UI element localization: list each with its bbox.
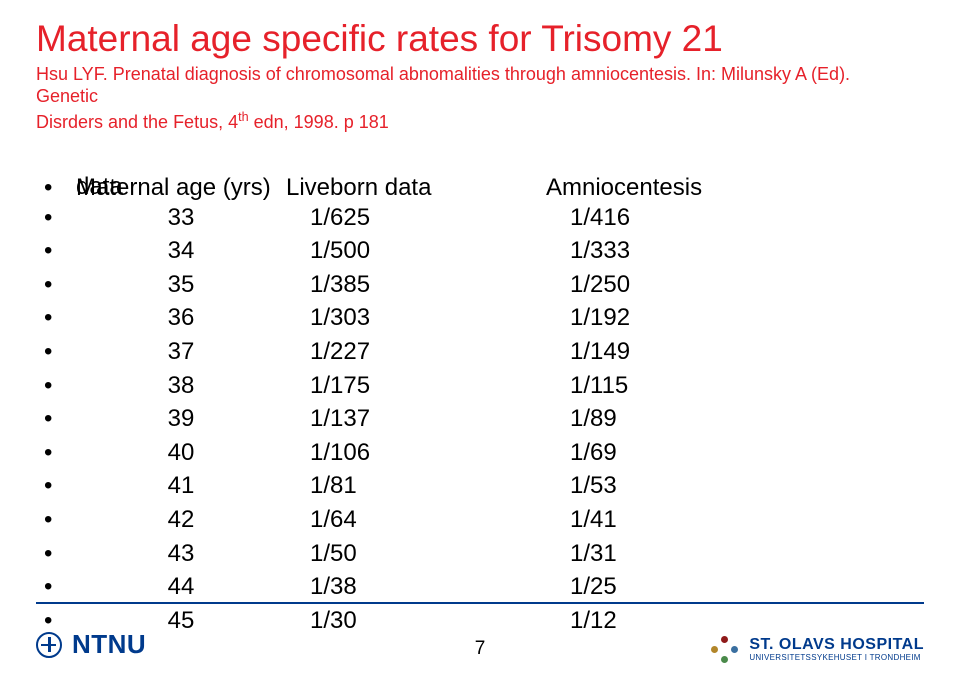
bullet-icon: • xyxy=(36,171,76,205)
bullet-icon: • xyxy=(36,201,76,235)
subtitle-pre: Disrders and the Fetus, 4 xyxy=(36,112,238,132)
bullet-icon: • xyxy=(36,369,76,403)
stolavs-text-block: ST. OLAVS HOSPITAL UNIVERSITETSSYKEHUSET… xyxy=(749,637,924,662)
table-row: •331/6251/416 xyxy=(36,201,924,235)
header-amnio: Amniocentesis xyxy=(546,171,806,205)
table-row: •361/3031/192 xyxy=(36,301,924,335)
slide-subtitle-line2: Disrders and the Fetus, 4th edn, 1998. p… xyxy=(36,110,896,134)
slide-footer: NTNU 7 ST. OLAVS HOSPITAL UNIVERSITETSSY… xyxy=(0,602,960,674)
dot-icon xyxy=(721,656,728,663)
bullet-icon: • xyxy=(36,268,76,302)
bullet-icon: • xyxy=(36,301,76,335)
table-body: •331/6251/416•341/5001/333•351/3851/250•… xyxy=(36,201,924,638)
table-row: •411/811/53 xyxy=(36,469,924,503)
cell-liveborn: 1/303 xyxy=(286,301,546,335)
footer-divider xyxy=(36,602,924,604)
cell-amnio: 1/250 xyxy=(546,268,806,302)
cell-liveborn: 1/106 xyxy=(286,436,546,470)
bullet-icon: • xyxy=(36,469,76,503)
slide-title: Maternal age specific rates for Trisomy … xyxy=(36,18,924,61)
subtitle-sup: th xyxy=(238,110,249,124)
cell-age: 41 xyxy=(76,469,286,503)
cell-liveborn: 1/500 xyxy=(286,234,546,268)
cell-amnio: 1/115 xyxy=(546,369,806,403)
cell-amnio: 1/69 xyxy=(546,436,806,470)
cell-age: 35 xyxy=(76,268,286,302)
cell-amnio: 1/89 xyxy=(546,402,806,436)
stolavs-sub: UNIVERSITETSSYKEHUSET I TRONDHEIM xyxy=(749,654,924,662)
table-row: •381/1751/115 xyxy=(36,369,924,403)
table-row: •441/381/25 xyxy=(36,570,924,604)
table-row: •351/3851/250 xyxy=(36,268,924,302)
cell-age: 39 xyxy=(76,402,286,436)
cell-amnio: 1/416 xyxy=(546,201,806,235)
table-row: •431/501/31 xyxy=(36,537,924,571)
cell-liveborn: 1/175 xyxy=(286,369,546,403)
stolavs-logo: ST. OLAVS HOSPITAL UNIVERSITETSSYKEHUSET… xyxy=(711,636,924,664)
stolavs-main: ST. OLAVS HOSPITAL xyxy=(749,637,924,654)
table-row: •371/2271/149 xyxy=(36,335,924,369)
cell-age: 38 xyxy=(76,369,286,403)
subtitle-post: edn, 1998. p 181 xyxy=(249,112,389,132)
slide: Maternal age specific rates for Trisomy … xyxy=(0,0,960,674)
table-header-row: • Maternal age (yrs) Liveborn data Amnio… xyxy=(36,171,924,205)
cell-age: 36 xyxy=(76,301,286,335)
cell-age: 42 xyxy=(76,503,286,537)
cell-age: 40 xyxy=(76,436,286,470)
cell-age: 37 xyxy=(76,335,286,369)
cell-age: 44 xyxy=(76,570,286,604)
bullet-icon: • xyxy=(36,503,76,537)
cell-liveborn: 1/81 xyxy=(286,469,546,503)
bullet-icon: • xyxy=(36,335,76,369)
table-row: •391/1371/89 xyxy=(36,402,924,436)
table-row: •421/641/41 xyxy=(36,503,924,537)
cell-age: 34 xyxy=(76,234,286,268)
data-word: data xyxy=(76,173,123,200)
table-row: •341/5001/333 xyxy=(36,234,924,268)
cell-liveborn: 1/625 xyxy=(286,201,546,235)
table-row: •401/1061/69 xyxy=(36,436,924,470)
cell-amnio: 1/333 xyxy=(546,234,806,268)
cell-amnio: 1/25 xyxy=(546,570,806,604)
table-content: • Maternal age (yrs) Liveborn data Amnio… xyxy=(36,171,924,637)
cell-age: 43 xyxy=(76,537,286,571)
cell-liveborn: 1/227 xyxy=(286,335,546,369)
dot-icon xyxy=(731,646,738,653)
cell-liveborn: 1/50 xyxy=(286,537,546,571)
cell-amnio: 1/53 xyxy=(546,469,806,503)
bullet-icon: • xyxy=(36,537,76,571)
dot-icon xyxy=(721,636,728,643)
cell-amnio: 1/149 xyxy=(546,335,806,369)
stolavs-mark-icon xyxy=(711,636,739,664)
cell-liveborn: 1/64 xyxy=(286,503,546,537)
bullet-icon: • xyxy=(36,402,76,436)
cell-liveborn: 1/38 xyxy=(286,570,546,604)
cell-amnio: 1/41 xyxy=(546,503,806,537)
dot-icon xyxy=(711,646,718,653)
bullet-icon: • xyxy=(36,436,76,470)
bullet-icon: • xyxy=(36,234,76,268)
cell-amnio: 1/31 xyxy=(546,537,806,571)
bullet-icon: • xyxy=(36,570,76,604)
slide-subtitle-line1: Hsu LYF. Prenatal diagnosis of chromosom… xyxy=(36,63,896,108)
cell-amnio: 1/192 xyxy=(546,301,806,335)
cell-liveborn: 1/385 xyxy=(286,268,546,302)
cell-age: 33 xyxy=(76,201,286,235)
header-liveborn: Liveborn data xyxy=(286,171,546,205)
cell-liveborn: 1/137 xyxy=(286,402,546,436)
